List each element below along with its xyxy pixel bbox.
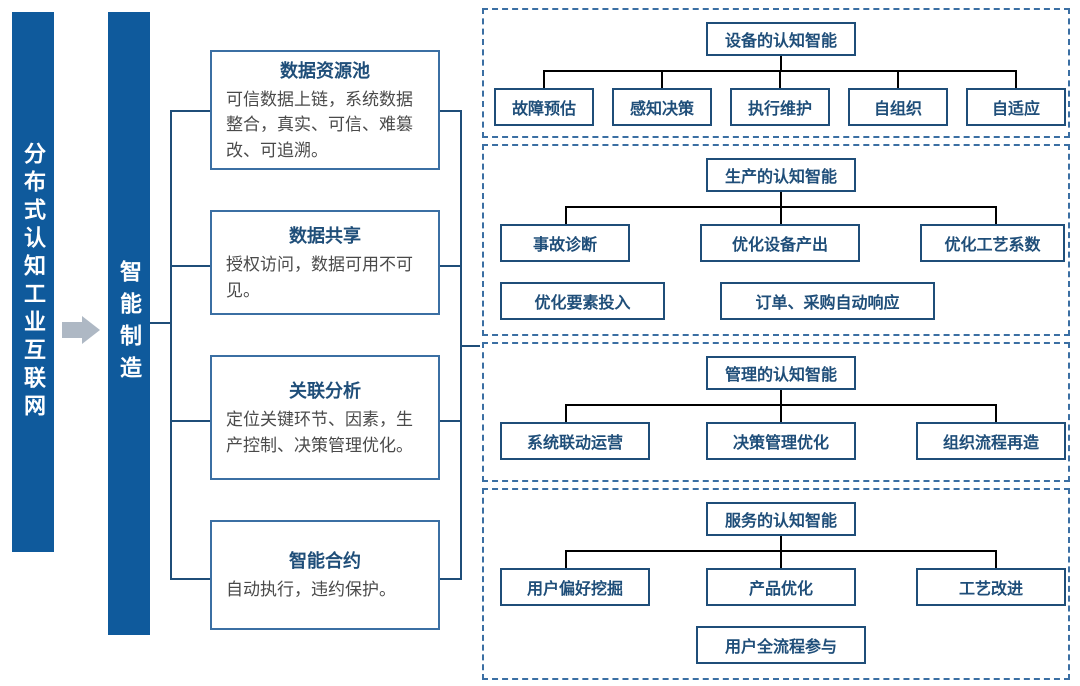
left-bar1-label: 分布式认知工业互联网 <box>17 142 49 422</box>
pillar-data-pool: 数据资源池 可信数据上链，系统数据整合，真实、可信、难篡改、可追溯。 <box>210 50 440 170</box>
box-label: 感知决策 <box>630 95 694 119</box>
panel-equipment-title: 设备的认知智能 <box>706 22 856 56</box>
box-management-3: 组织流程再造 <box>916 422 1066 460</box>
conn <box>780 206 782 224</box>
conn <box>565 206 567 224</box>
box-label: 用户全流程参与 <box>725 633 837 657</box>
left-bar-distributed-cognitive-iiot: 分布式认知工业互联网 <box>12 12 54 552</box>
conn <box>780 550 782 568</box>
box-label: 组织流程再造 <box>943 429 1039 453</box>
conn <box>780 390 782 404</box>
box-service-r1-2: 产品优化 <box>706 568 856 606</box>
box-management-1: 系统联动运营 <box>500 422 650 460</box>
rbracket-arm-3 <box>440 420 460 422</box>
box-label: 事故诊断 <box>533 231 597 255</box>
bracket-spine <box>170 110 172 580</box>
box-production-r1-1: 事故诊断 <box>500 224 630 262</box>
rbracket-arm-4 <box>440 578 460 580</box>
left-bar2-label: 智能制造 <box>113 260 145 388</box>
box-production-r2-1: 优化要素投入 <box>500 282 665 320</box>
pillar-desc: 授权访问，数据可用不可见。 <box>226 252 424 303</box>
rbracket-arm-1 <box>440 110 460 112</box>
box-label: 执行维护 <box>748 95 812 119</box>
conn <box>543 70 545 88</box>
conn <box>897 70 899 88</box>
box-label: 自适应 <box>992 95 1040 119</box>
conn <box>780 536 782 550</box>
conn <box>780 192 782 206</box>
pillar-desc: 自动执行，违约保护。 <box>226 577 424 603</box>
rbracket-arm-2 <box>440 265 460 267</box>
arrow-body <box>62 322 82 338</box>
conn <box>995 206 997 224</box>
pillar-title: 数据资源池 <box>226 57 424 83</box>
bracket-arm-4 <box>170 578 210 580</box>
pillar-title: 智能合约 <box>226 547 424 573</box>
panel-service-title: 服务的认知智能 <box>706 502 856 536</box>
pillar-data-sharing: 数据共享 授权访问，数据可用不可见。 <box>210 210 440 315</box>
box-label: 决策管理优化 <box>733 429 829 453</box>
rbracket-stub <box>460 345 480 347</box>
pillar-desc: 定位关键环节、因素，生产控制、决策管理优化。 <box>226 407 424 458</box>
conn <box>1015 70 1017 88</box>
box-label: 自组织 <box>874 95 922 119</box>
box-label: 优化工艺系数 <box>944 231 1040 255</box>
pillar-smart-contract: 智能合约 自动执行，违约保护。 <box>210 520 440 630</box>
panel-title-label: 生产的认知智能 <box>725 163 837 187</box>
conn <box>780 56 782 70</box>
box-production-r1-3: 优化工艺系数 <box>920 224 1065 262</box>
bracket-arm-2 <box>170 265 210 267</box>
conn <box>565 550 567 568</box>
bracket-arm-1 <box>170 110 210 112</box>
box-label: 优化要素投入 <box>534 289 630 313</box>
box-label: 系统联动运营 <box>527 429 623 453</box>
arrow-head-icon <box>82 316 100 344</box>
box-service-r2-1: 用户全流程参与 <box>696 626 866 664</box>
conn <box>661 70 663 88</box>
pillar-desc: 可信数据上链，系统数据整合，真实、可信、难篡改、可追溯。 <box>226 87 424 164</box>
bracket-arm-3 <box>170 420 210 422</box>
box-service-r1-3: 工艺改进 <box>916 568 1066 606</box>
diagram-canvas: 分布式认知工业互联网 智能制造 数据资源池 可信数据上链，系统数据整合，真实、可… <box>0 0 1080 686</box>
box-equipment-1: 故障预估 <box>494 88 594 126</box>
pillar-title: 数据共享 <box>226 222 424 248</box>
box-label: 故障预估 <box>512 95 576 119</box>
conn <box>779 70 781 88</box>
box-label: 优化设备产出 <box>732 231 828 255</box>
pillar-title: 关联分析 <box>226 377 424 403</box>
conn <box>995 404 997 422</box>
box-equipment-3: 执行维护 <box>730 88 830 126</box>
conn <box>995 550 997 568</box>
box-equipment-2: 感知决策 <box>612 88 712 126</box>
panel-production-title: 生产的认知智能 <box>706 158 856 192</box>
panel-title-label: 管理的认知智能 <box>725 361 837 385</box>
box-label: 工艺改进 <box>959 575 1023 599</box>
box-equipment-4: 自组织 <box>848 88 948 126</box>
box-label: 用户偏好挖掘 <box>527 575 623 599</box>
panel-management-title: 管理的认知智能 <box>706 356 856 390</box>
panel-title-label: 设备的认知智能 <box>725 27 837 51</box>
conn <box>780 404 782 422</box>
box-equipment-5: 自适应 <box>966 88 1066 126</box>
box-service-r1-1: 用户偏好挖掘 <box>500 568 650 606</box>
box-management-2: 决策管理优化 <box>706 422 856 460</box>
box-label: 订单、采购自动响应 <box>755 289 899 313</box>
bracket-stub <box>150 322 170 324</box>
left-bar-smart-manufacturing: 智能制造 <box>108 12 150 635</box>
box-production-r2-2: 订单、采购自动响应 <box>720 282 935 320</box>
box-label: 产品优化 <box>749 575 813 599</box>
box-production-r1-2: 优化设备产出 <box>700 224 860 262</box>
conn <box>565 404 567 422</box>
pillar-correlation-analysis: 关联分析 定位关键环节、因素，生产控制、决策管理优化。 <box>210 355 440 480</box>
panel-title-label: 服务的认知智能 <box>725 507 837 531</box>
